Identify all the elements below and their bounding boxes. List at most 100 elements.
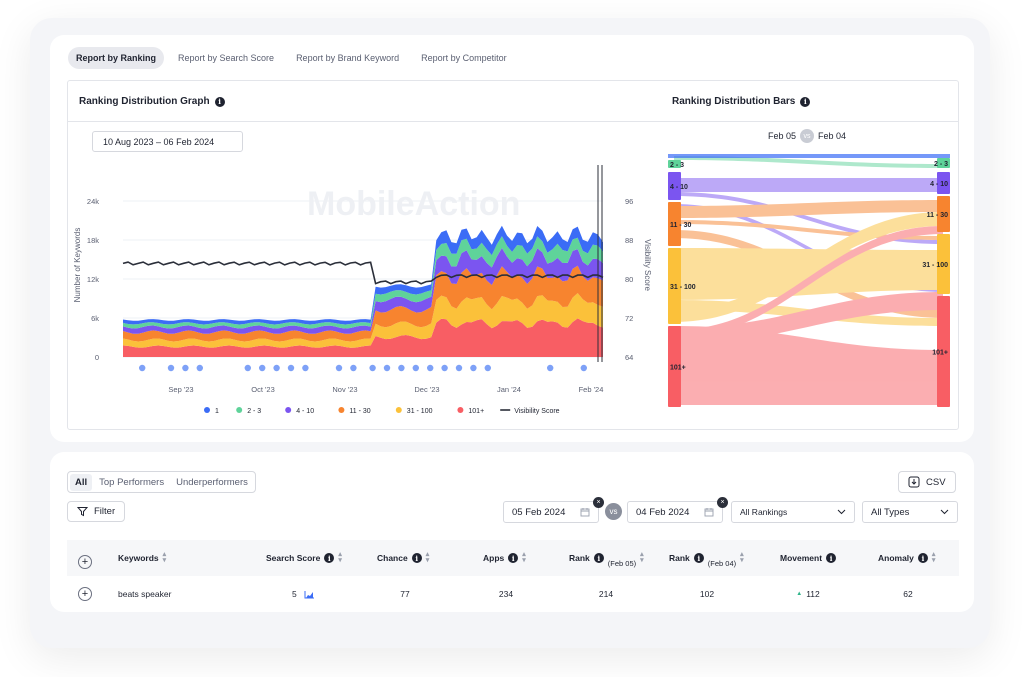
tab-report-by-brand-keyword[interactable]: Report by Brand Keyword (296, 53, 400, 63)
sankey-node-left[interactable] (668, 172, 681, 200)
chevron-down-icon (940, 509, 949, 515)
annotation-marker[interactable] (412, 364, 419, 372)
legend-label[interactable]: 11 - 30 (349, 408, 370, 415)
date-a-input[interactable]: 05 Feb 2024 (503, 501, 599, 523)
info-icon[interactable]: i (800, 96, 811, 107)
col-search-score[interactable]: Search Score i ▴ ▾ (266, 551, 342, 564)
info-icon[interactable]: i (508, 553, 519, 563)
col-rank-feb05[interactable]: Rank i (Feb 05) ▴ ▾ (569, 551, 644, 568)
sankey-node-right[interactable] (937, 296, 950, 407)
sort-icon[interactable]: ▴ ▾ (931, 551, 936, 564)
sankey-node-right[interactable] (937, 172, 950, 194)
annotation-marker[interactable] (182, 364, 189, 372)
ranking-distribution-bars: 2 - 3 4 - 10 11 - 30 31 - 100 101+ 2 - 3 4 - 1… (668, 154, 950, 407)
bars-date-a: Feb 05 (768, 131, 797, 141)
sankey-left-label: 11 - 30 (670, 222, 692, 229)
sankey-node-right[interactable] (937, 196, 950, 232)
legend-swatch (395, 407, 402, 413)
sort-icon[interactable]: ▴ ▾ (522, 551, 526, 564)
annotation-marker[interactable] (455, 364, 463, 372)
legend-label[interactable]: 101+ (468, 408, 484, 415)
sort-icon[interactable]: ▴ ▾ (338, 551, 342, 564)
rankings-select[interactable]: All Rankings (731, 501, 855, 523)
annotation-marker[interactable] (259, 364, 266, 372)
annotation-marker[interactable] (580, 364, 587, 372)
cell-keyword[interactable]: beats speaker (118, 589, 172, 599)
csv-button[interactable]: CSV (898, 471, 956, 493)
annotation-marker[interactable] (244, 364, 251, 372)
sort-icon[interactable]: ▴ ▾ (640, 551, 644, 564)
annotation-marker[interactable] (302, 364, 309, 372)
clear-date-a-icon[interactable]: × (593, 497, 604, 508)
info-icon[interactable]: i (917, 553, 928, 563)
legend-label[interactable]: 1 (215, 408, 219, 415)
chart-icon[interactable] (304, 590, 315, 599)
sankey-node-left[interactable] (668, 248, 681, 324)
graph-title-text: Ranking Distribution Graph (79, 96, 210, 107)
sankey-node-left[interactable] (668, 202, 681, 246)
info-icon[interactable]: i (324, 553, 335, 563)
sort-icon[interactable]: ▴ ▾ (162, 551, 167, 564)
annotation-marker[interactable] (383, 364, 391, 372)
area-series (123, 248, 603, 334)
tab-report-by-competitor[interactable]: Report by Competitor (421, 53, 507, 63)
info-icon[interactable]: i (693, 553, 704, 563)
info-icon[interactable]: i (826, 553, 837, 563)
annotation-marker[interactable] (196, 364, 203, 372)
col-chance[interactable]: Chance i ▴ ▾ (377, 551, 430, 564)
info-icon[interactable]: i (593, 553, 604, 563)
legend-swatch (236, 407, 243, 413)
legend-label[interactable]: 4 - 10 (296, 408, 314, 415)
sort-icon[interactable]: ▴ ▾ (425, 551, 430, 564)
date-range-picker[interactable]: 10 Aug 2023 – 06 Feb 2024 (92, 131, 243, 152)
types-select[interactable]: All Types (862, 501, 958, 523)
annotation-marker[interactable] (427, 364, 434, 372)
sankey-node-left[interactable] (668, 160, 681, 168)
sort-icon[interactable]: ▴ ▾ (740, 551, 744, 564)
annotation-marker[interactable] (547, 364, 554, 372)
col-anomaly[interactable]: Anomaly i ▴ ▾ (878, 551, 936, 564)
arrow-up-icon: ▲ (796, 591, 803, 597)
search-score-value: 5 (292, 589, 297, 599)
bars-date-b: Feb 04 (818, 131, 847, 141)
expand-row-button[interactable]: + (78, 587, 92, 601)
col-rank-feb04[interactable]: Rank i (Feb 04) ▴ ▾ (669, 551, 744, 568)
legend-label[interactable]: 31 - 100 (407, 408, 433, 415)
annotation-marker[interactable] (273, 364, 280, 372)
annotation-marker[interactable] (398, 364, 405, 372)
sankey-node (668, 154, 950, 158)
clear-date-b-icon[interactable]: × (717, 497, 728, 508)
tab-all[interactable]: All (70, 473, 93, 491)
filter-button[interactable]: Filter (67, 501, 126, 522)
sankey-node-left[interactable] (668, 326, 681, 407)
sankey-node-right[interactable] (937, 234, 950, 294)
tab-report-by-search-score[interactable]: Report by Search Score (178, 53, 275, 63)
annotation-marker[interactable] (441, 364, 448, 372)
col-keywords[interactable]: Keywords ▴ ▾ (118, 551, 167, 564)
info-icon[interactable]: i (214, 96, 225, 107)
sankey-node-right[interactable] (937, 158, 950, 168)
tab-top-performers[interactable]: Top Performers (99, 476, 165, 488)
visibility-score-line (122, 261, 604, 285)
date-b-input[interactable]: 04 Feb 2024 (627, 501, 723, 523)
info-icon[interactable]: i (411, 553, 422, 563)
annotation-marker[interactable] (350, 364, 357, 372)
annotation-marker[interactable] (335, 364, 343, 372)
tab-underperformers[interactable]: Underperformers (176, 476, 248, 488)
tab-report-by-ranking[interactable]: Report by Ranking (68, 47, 165, 69)
annotation-marker[interactable] (484, 364, 491, 372)
annotation-marker[interactable] (167, 364, 175, 372)
annotation-marker[interactable] (139, 364, 146, 372)
legend-label[interactable]: Visibility Score (514, 408, 559, 415)
annotation-marker[interactable] (287, 364, 295, 372)
expand-all-button[interactable]: + (78, 555, 92, 569)
annotation-marker[interactable] (369, 364, 376, 372)
legend-label[interactable]: 2 - 3 (247, 408, 261, 415)
y-left-tick: 6k (91, 314, 99, 323)
annotation-marker[interactable] (470, 364, 477, 372)
area-series (123, 293, 603, 348)
col-apps[interactable]: Apps i ▴ ▾ (483, 551, 526, 564)
col-movement[interactable]: Movement i (780, 553, 837, 563)
sankey-right-label: 11 - 30 (927, 212, 949, 219)
date-a-value: 05 Feb 2024 (512, 506, 566, 518)
